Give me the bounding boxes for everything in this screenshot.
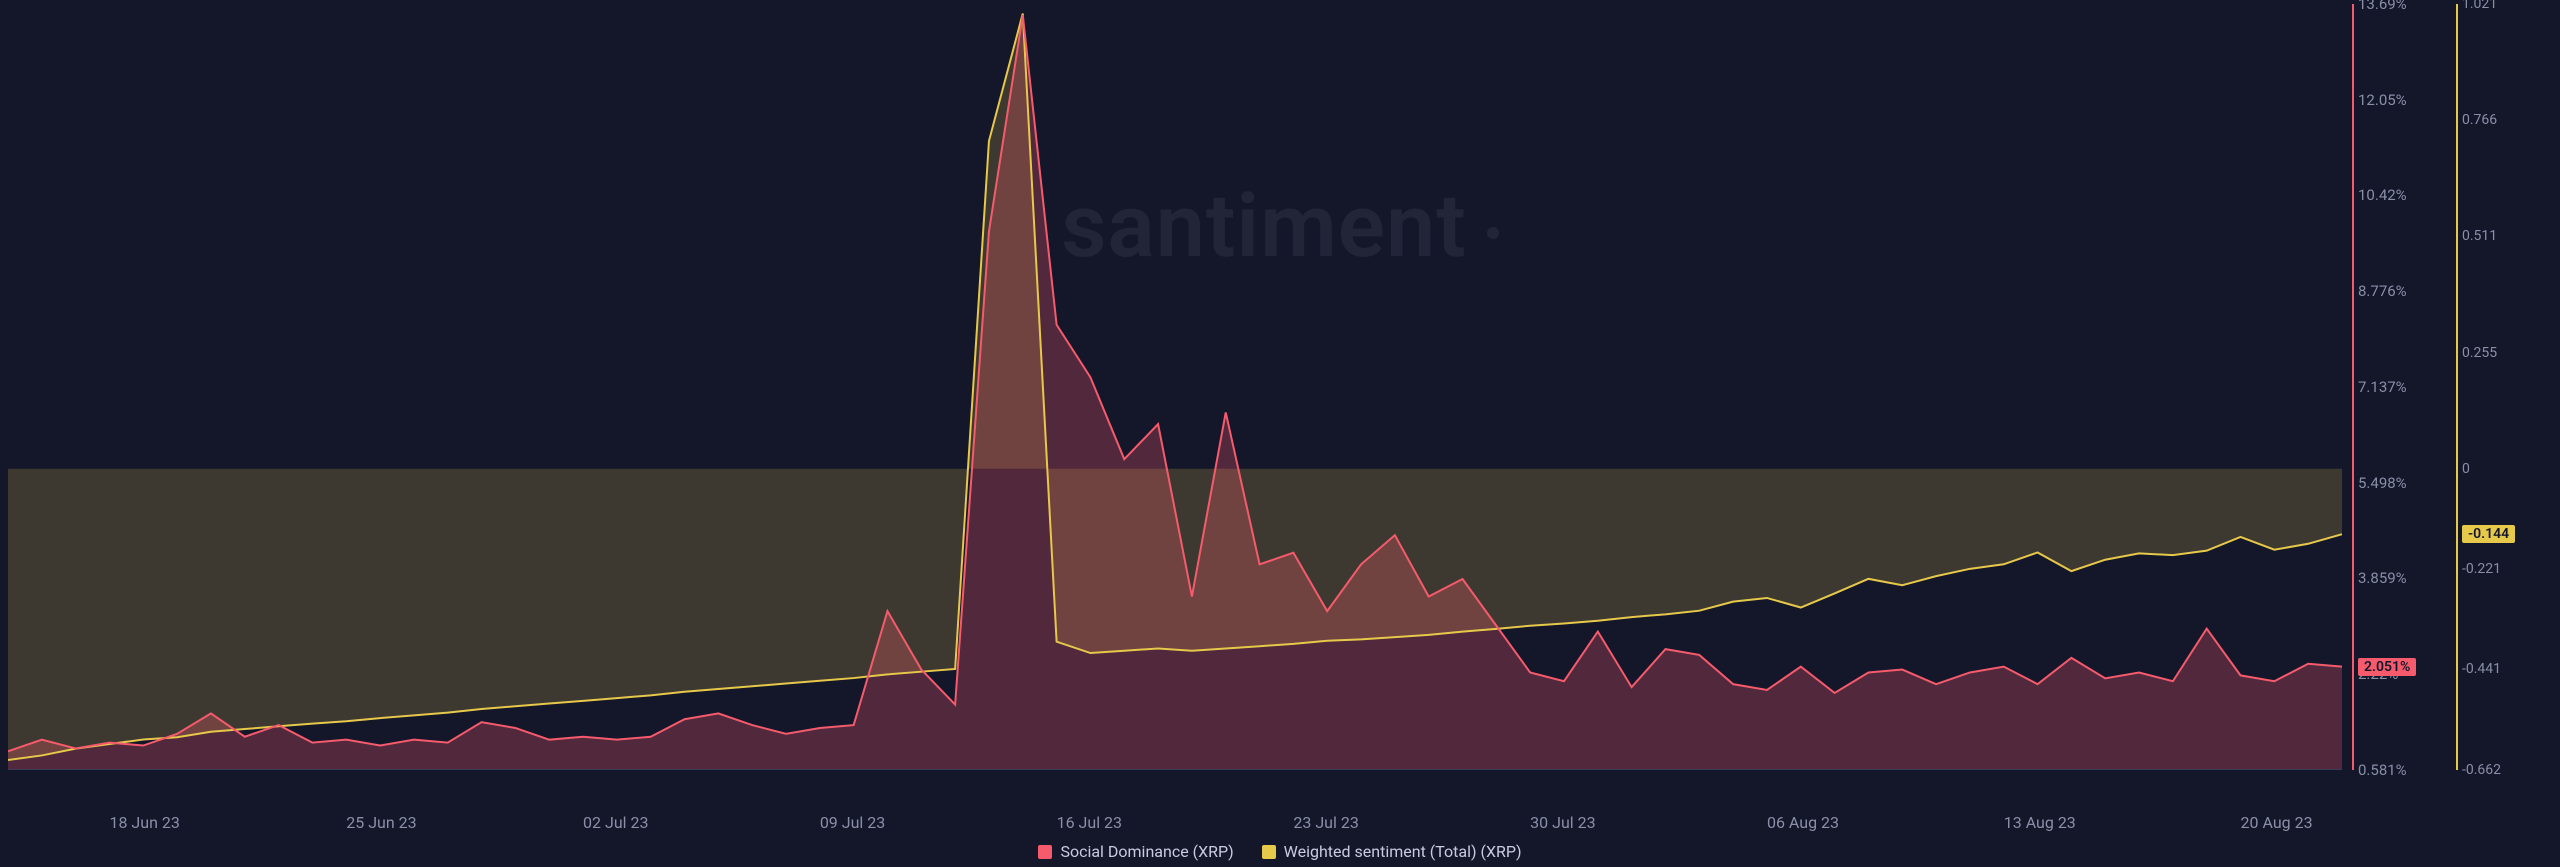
y2-axis: 1.0210.7660.5110.2550-0.221-0.441-0.662 bbox=[2462, 4, 2552, 770]
y1-tick: 3.859% bbox=[2358, 569, 2407, 587]
y2-axis-line bbox=[2456, 4, 2458, 770]
x-tick: 23 Jul 23 bbox=[1293, 813, 1358, 832]
y2-tick: -0.441 bbox=[2462, 661, 2501, 677]
y1-current-badge: 2.051% bbox=[2358, 658, 2416, 676]
y2-tick: 0.511 bbox=[2462, 228, 2497, 244]
chart-container: santiment 13.69%12.05%10.42%8.776%7.137%… bbox=[0, 0, 2560, 867]
x-tick: 16 Jul 23 bbox=[1057, 813, 1122, 832]
x-tick: 18 Jun 23 bbox=[109, 813, 179, 832]
y1-badge-text: 2.051% bbox=[2364, 659, 2410, 675]
y1-tick: 12.05% bbox=[2358, 91, 2407, 109]
y1-tick: 10.42% bbox=[2358, 186, 2407, 204]
x-tick: 20 Aug 23 bbox=[2241, 813, 2313, 832]
y2-tick: -0.221 bbox=[2462, 561, 2501, 577]
x-tick: 30 Jul 23 bbox=[1530, 813, 1595, 832]
y2-tick: -0.662 bbox=[2462, 762, 2501, 778]
y1-tick: 0.581% bbox=[2358, 761, 2407, 779]
y1-axis-line bbox=[2352, 4, 2354, 770]
y2-tick: 0.766 bbox=[2462, 112, 2497, 128]
y2-tick: 0 bbox=[2462, 461, 2470, 477]
x-tick: 06 Aug 23 bbox=[1767, 813, 1839, 832]
legend: Social Dominance (XRP) Weighted sentimen… bbox=[0, 842, 2560, 861]
y2-badge-text: -0.144 bbox=[2468, 526, 2509, 542]
y1-tick: 7.137% bbox=[2358, 378, 2407, 396]
x-axis-line bbox=[8, 769, 2342, 770]
x-tick: 25 Jun 23 bbox=[346, 813, 416, 832]
x-tick: 09 Jul 23 bbox=[820, 813, 885, 832]
x-tick: 13 Aug 23 bbox=[2004, 813, 2076, 832]
y2-tick: 0.255 bbox=[2462, 345, 2497, 361]
legend-item-social-dominance[interactable]: Social Dominance (XRP) bbox=[1038, 842, 1233, 861]
legend-swatch-icon bbox=[1262, 845, 1276, 859]
y1-axis: 13.69%12.05%10.42%8.776%7.137%5.498%3.85… bbox=[2358, 4, 2448, 770]
y2-tick: 1.021 bbox=[2462, 0, 2497, 12]
x-tick: 02 Jul 23 bbox=[583, 813, 648, 832]
y2-current-badge: -0.144 bbox=[2462, 525, 2515, 543]
legend-label: Social Dominance (XRP) bbox=[1060, 842, 1233, 861]
legend-label: Weighted sentiment (Total) (XRP) bbox=[1284, 842, 1522, 861]
y1-tick: 13.69% bbox=[2358, 0, 2407, 13]
y1-tick: 5.498% bbox=[2358, 474, 2407, 492]
legend-item-weighted-sentiment[interactable]: Weighted sentiment (Total) (XRP) bbox=[1262, 842, 1522, 861]
x-axis: 18 Jun 23 25 Jun 23 02 Jul 23 09 Jul 23 16 J… bbox=[8, 813, 2342, 833]
y1-tick: 8.776% bbox=[2358, 282, 2407, 300]
legend-swatch-icon bbox=[1038, 845, 1052, 859]
chart-plot[interactable] bbox=[8, 4, 2342, 770]
